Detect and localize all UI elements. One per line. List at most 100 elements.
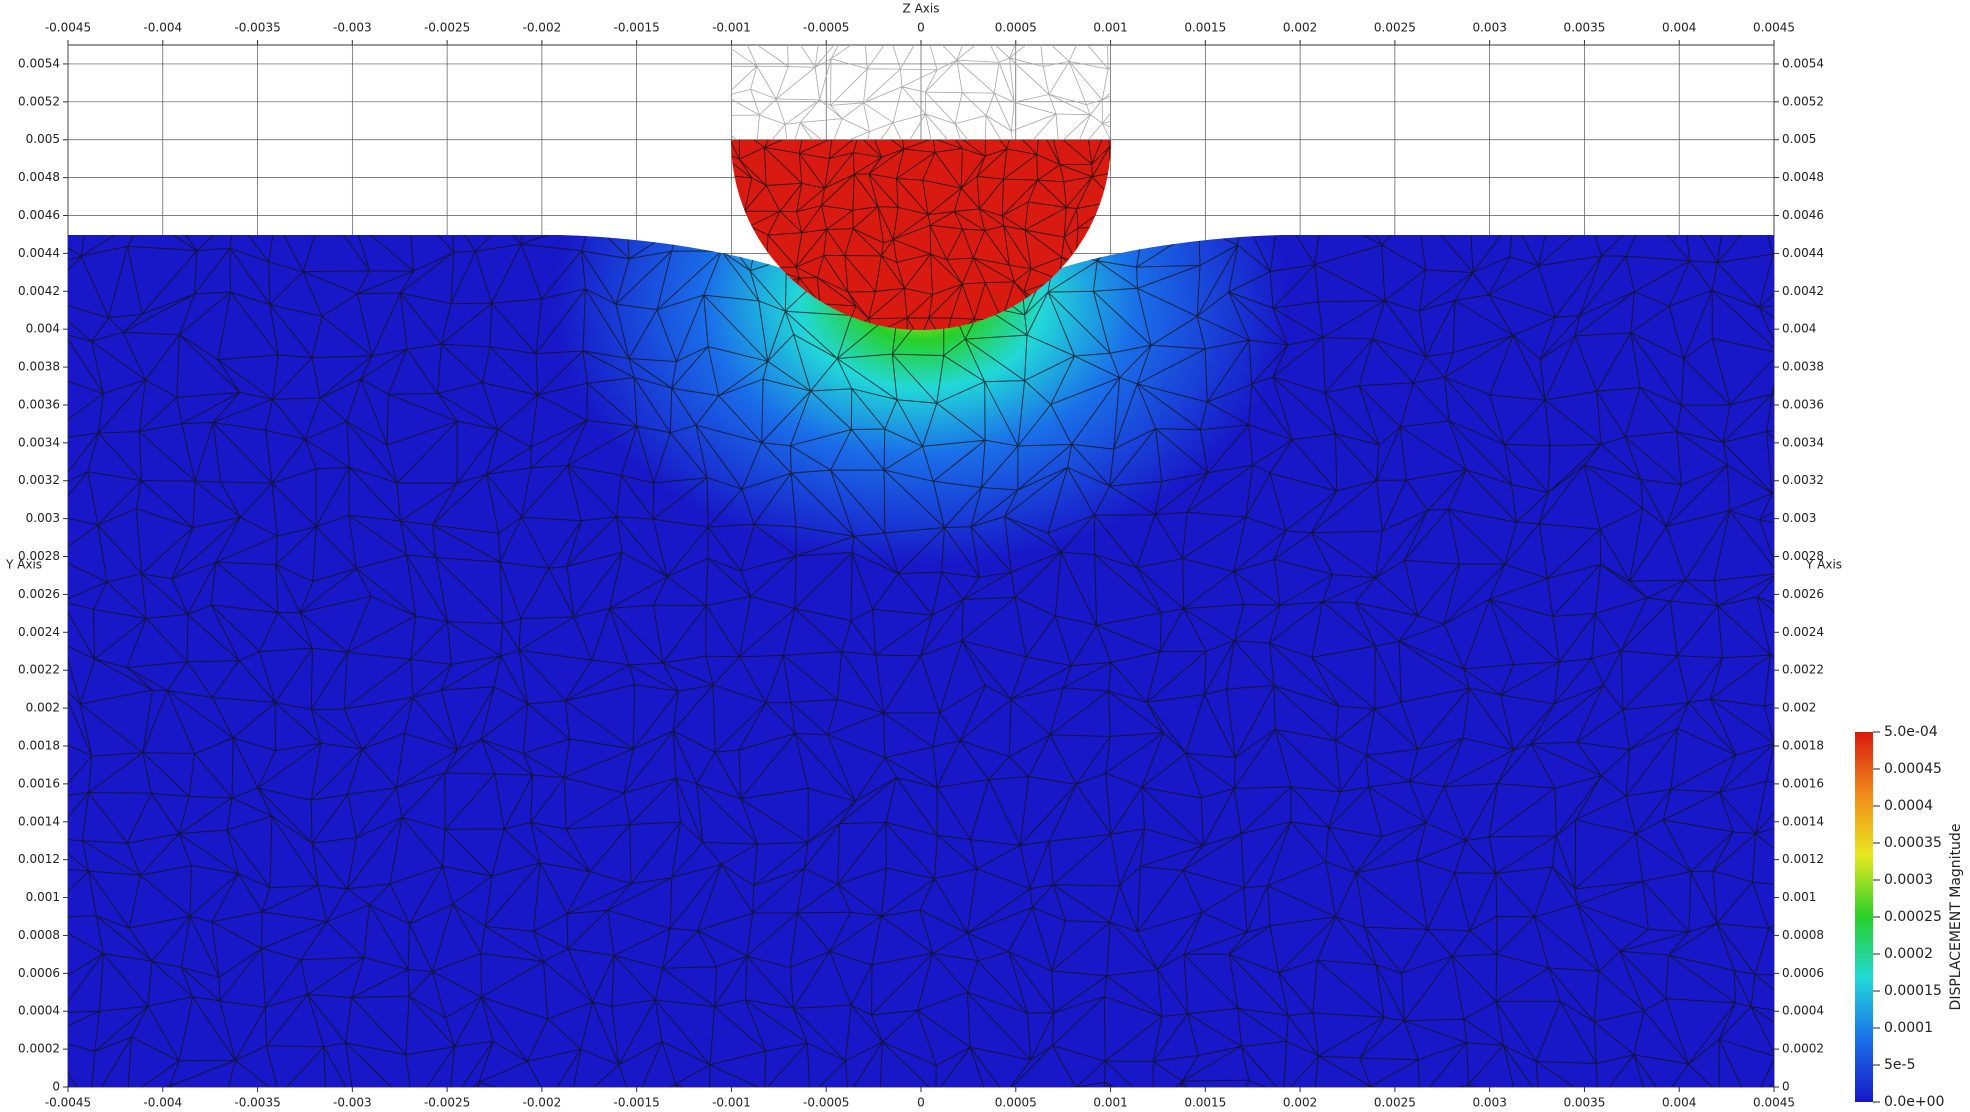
x-tick-label-top: -0.0035 — [234, 21, 280, 35]
y-tick-label: 0.001 — [26, 890, 60, 904]
x-tick-label: 0.001 — [1093, 1096, 1127, 1110]
x-tick-label: 0.0015 — [1184, 1096, 1226, 1110]
y-tick-label: 0.0048 — [18, 170, 60, 184]
x-tick-label-top: -0.003 — [333, 21, 372, 35]
y-tick-label-right: 0.001 — [1782, 890, 1816, 904]
y-tick-label: 0.0052 — [18, 94, 60, 108]
y-tick-label-right: 0.0046 — [1782, 208, 1824, 222]
y-tick-label-right: 0.0014 — [1782, 814, 1824, 828]
y-tick-label-right: 0.003 — [1782, 511, 1816, 525]
y-tick-label: 0.0036 — [18, 397, 60, 411]
y-tick-label: 0.0026 — [18, 587, 60, 601]
x-tick-label: 0.0005 — [995, 1096, 1037, 1110]
y-tick-label-right: 0.0054 — [1782, 56, 1824, 70]
y-tick-label-right: 0.005 — [1782, 132, 1816, 146]
y-tick-label-right: 0.0052 — [1782, 94, 1824, 108]
colorbar — [1855, 732, 1873, 1102]
y-tick-label-right: 0.0028 — [1782, 549, 1824, 563]
y-tick-label-right: 0.0002 — [1782, 1042, 1824, 1056]
y-tick-label-right: 0.0048 — [1782, 170, 1824, 184]
y-tick-label: 0.0046 — [18, 208, 60, 222]
x-tick-label: 0.0045 — [1753, 1096, 1795, 1110]
x-tick-label: -0.001 — [712, 1096, 751, 1110]
y-tick-label: 0.0008 — [18, 928, 60, 942]
colorbar-tick-label: 5e-5 — [1884, 1057, 1915, 1073]
x-tick-label-top: 0.0025 — [1374, 21, 1416, 35]
x-tick-label: 0.0035 — [1563, 1096, 1605, 1110]
y-tick-label: 0.002 — [26, 701, 60, 715]
y-tick-label-right: 0.0036 — [1782, 397, 1824, 411]
colorbar-tick-label: 0.00045 — [1884, 761, 1942, 777]
colorbar-title: DISPLACEMENT Magnitude — [1948, 824, 1964, 1011]
y-tick-label: 0.004 — [26, 322, 60, 336]
y-tick-label: 0.0054 — [18, 56, 60, 70]
y-tick-label-right: 0.0044 — [1782, 246, 1824, 260]
x-tick-label: -0.0035 — [234, 1096, 280, 1110]
x-tick-label: -0.003 — [333, 1096, 372, 1110]
x-tick-label-top: -0.0025 — [424, 21, 470, 35]
y-tick-label-right: 0.0026 — [1782, 587, 1824, 601]
y-tick-label: 0.0034 — [18, 435, 60, 449]
y-axis-title: Y Axis — [5, 558, 42, 572]
y-tick-label: 0.0044 — [18, 246, 60, 260]
y-tick-label-right: 0.0034 — [1782, 435, 1824, 449]
y-tick-label-right: 0 — [1782, 1080, 1790, 1094]
y-tick-label: 0.005 — [26, 132, 60, 146]
y-axis-title-right: Y Axis — [1805, 558, 1842, 572]
y-tick-label: 0.0002 — [18, 1042, 60, 1056]
y-tick-label: 0 — [52, 1080, 60, 1094]
x-tick-label: 0.002 — [1283, 1096, 1317, 1110]
colorbar-tick-label: 0.00025 — [1884, 909, 1942, 925]
x-tick-label: -0.004 — [143, 1096, 182, 1110]
colorbar-tick-label: 0.0002 — [1884, 946, 1933, 962]
y-tick-label-right: 0.0032 — [1782, 473, 1824, 487]
x-tick-label-top: 0.001 — [1093, 21, 1127, 35]
x-tick-label-top: -0.0045 — [45, 21, 91, 35]
y-tick-label-right: 0.0018 — [1782, 738, 1824, 752]
x-tick-label-top: 0.0045 — [1753, 21, 1795, 35]
x-tick-label-top: 0.002 — [1283, 21, 1317, 35]
y-tick-label-right: 0.0016 — [1782, 776, 1824, 790]
x-tick-label: 0 — [917, 1096, 925, 1110]
y-tick-label: 0.0028 — [18, 549, 60, 563]
y-tick-label-right: 0.0006 — [1782, 966, 1824, 980]
y-tick-label-right: 0.0024 — [1782, 625, 1824, 639]
colorbar-tick-label: 0.0003 — [1884, 872, 1933, 888]
x-tick-label-top: 0.0015 — [1184, 21, 1226, 35]
x-axis-title: Z Axis — [903, 2, 940, 16]
y-tick-label-right: 0.0004 — [1782, 1004, 1824, 1018]
x-tick-label: 0.004 — [1662, 1096, 1696, 1110]
y-tick-label-right: 0.002 — [1782, 701, 1816, 715]
y-tick-label: 0.003 — [26, 511, 60, 525]
colorbar-tick-label: 0.00015 — [1884, 983, 1942, 999]
x-tick-label-top: -0.0015 — [614, 21, 660, 35]
colorbar-tick-label: 0.00035 — [1884, 835, 1942, 851]
x-tick-label-top: 0 — [917, 21, 925, 35]
y-tick-label: 0.0042 — [18, 284, 60, 298]
x-tick-label: -0.0025 — [424, 1096, 470, 1110]
y-tick-label-right: 0.0008 — [1782, 928, 1824, 942]
x-tick-label-top: 0.0035 — [1563, 21, 1605, 35]
x-tick-label: -0.0005 — [803, 1096, 849, 1110]
x-tick-label-top: 0.0005 — [995, 21, 1037, 35]
y-tick-label: 0.0014 — [18, 814, 60, 828]
y-tick-label-right: 0.0012 — [1782, 852, 1824, 866]
y-tick-label-right: 0.004 — [1782, 322, 1816, 336]
y-tick-label-right: 0.0022 — [1782, 663, 1824, 677]
x-tick-label-top: 0.003 — [1472, 21, 1506, 35]
y-tick-label: 0.0004 — [18, 1004, 60, 1018]
x-tick-label: -0.002 — [523, 1096, 562, 1110]
x-tick-label-top: 0.004 — [1662, 21, 1696, 35]
colorbar-tick-label: 0.0001 — [1884, 1020, 1933, 1036]
y-tick-label-right: 0.0038 — [1782, 360, 1824, 374]
x-tick-label-top: -0.001 — [712, 21, 751, 35]
colorbar-tick-label: 0.0e+00 — [1884, 1094, 1944, 1110]
x-tick-label: -0.0015 — [614, 1096, 660, 1110]
indenter-cap-mesh — [731, 45, 1111, 140]
y-tick-label: 0.0022 — [18, 663, 60, 677]
x-tick-label-top: -0.002 — [523, 21, 562, 35]
y-tick-label: 0.0018 — [18, 738, 60, 752]
y-tick-label: 0.0006 — [18, 966, 60, 980]
x-tick-label: -0.0045 — [45, 1096, 91, 1110]
